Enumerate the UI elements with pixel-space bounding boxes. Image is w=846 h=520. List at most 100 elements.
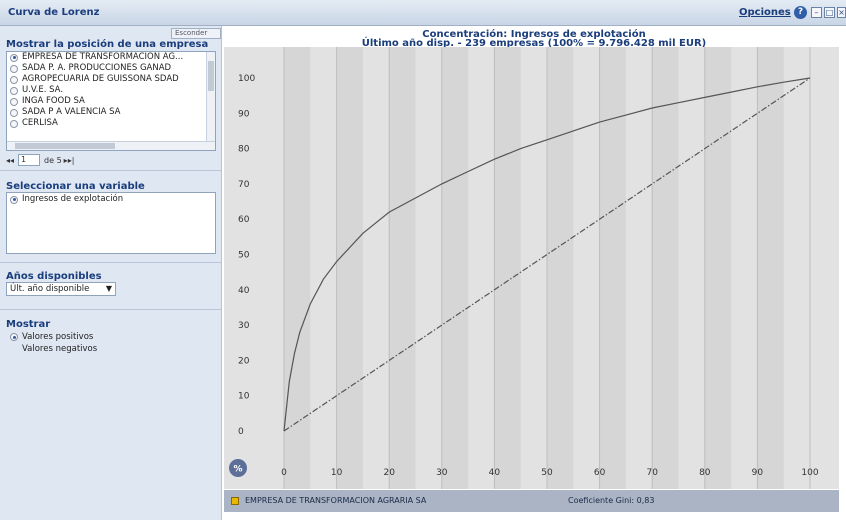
year-select-value: Últ. año disponible xyxy=(10,284,90,294)
radio-button[interactable] xyxy=(10,119,18,128)
variable-section-title: Seleccionar una variable xyxy=(6,181,145,192)
show-option-label: Valores negativos xyxy=(22,344,98,354)
x-tick-label: 50 xyxy=(541,468,553,478)
radio-button[interactable] xyxy=(10,86,18,95)
x-tick-label: 10 xyxy=(331,468,343,478)
x-tick-label: 40 xyxy=(489,468,501,478)
show-option-label: Valores positivos xyxy=(22,332,94,342)
grid-band xyxy=(757,47,784,489)
help-icon[interactable]: ? xyxy=(794,6,807,19)
radio-button[interactable] xyxy=(10,333,18,341)
show-option[interactable]: Valores positivos xyxy=(10,332,93,342)
percent-toggle-button xyxy=(229,459,247,477)
x-tick-label: 60 xyxy=(594,468,606,478)
side-panel: Esconder Mostrar la posición de una empr… xyxy=(0,26,222,520)
company-list-item[interactable]: EMPRESA DE TRANSFORMACION AG... xyxy=(7,52,215,63)
legend-bar: EMPRESA DE TRANSFORMACION AGRARIA SA Coe… xyxy=(224,490,839,512)
grid-band xyxy=(284,47,311,489)
divider xyxy=(0,262,221,263)
chart-title: Concentración: Ingresos de explotación xyxy=(422,29,646,40)
years-section-title: Años disponibles xyxy=(6,271,102,282)
grid-band xyxy=(652,47,679,489)
company-list-vscrollbar[interactable] xyxy=(206,52,215,150)
y-tick-label: 10 xyxy=(238,392,250,402)
grid-band xyxy=(441,47,469,489)
percent-icon: % xyxy=(233,465,242,475)
company-list-item[interactable]: CERLISA xyxy=(7,118,215,129)
chart-subtitle: Último año disp. - 239 empresas (100% = … xyxy=(361,38,707,49)
company-section-title: Mostrar la posición de una empresa xyxy=(6,39,209,50)
legend-marker xyxy=(231,497,239,505)
x-tick-label: 70 xyxy=(646,468,658,478)
x-tick-label: 90 xyxy=(752,468,764,478)
radio-button[interactable] xyxy=(10,195,18,204)
radio-button[interactable] xyxy=(10,108,18,117)
chevron-down-icon: ▼ xyxy=(105,284,112,293)
show-option[interactable]: Valores negativos xyxy=(10,344,97,354)
gini-coefficient: Coeficiente Gini: 0,83 xyxy=(568,496,655,505)
y-tick-label: 70 xyxy=(238,180,250,190)
first-page-icon[interactable]: ◂◂ xyxy=(6,155,15,165)
y-tick-label: 50 xyxy=(238,251,250,261)
variable-list[interactable]: Ingresos de explotación xyxy=(6,192,216,254)
grid-band xyxy=(704,47,732,489)
hide-panel-label: Esconder xyxy=(175,29,208,37)
x-tick-label: 20 xyxy=(383,468,395,478)
maximize-icon[interactable]: □ xyxy=(824,7,835,18)
x-tick-label: 100 xyxy=(801,468,818,478)
window-title: Curva de Lorenz xyxy=(8,7,100,18)
variable-list-item[interactable]: Ingresos de explotación xyxy=(7,194,215,205)
variable-list-item-label: Ingresos de explotación xyxy=(22,194,124,204)
company-list-hscrollbar[interactable] xyxy=(7,141,215,150)
show-section-title: Mostrar xyxy=(6,319,51,330)
company-list-item-label: U.V.E. SA. xyxy=(22,85,64,95)
page-input[interactable]: 1 xyxy=(18,154,41,166)
grid-band xyxy=(336,47,363,489)
options-link[interactable]: Opciones xyxy=(739,7,791,18)
company-list-item-label: CERLISA xyxy=(22,118,58,128)
radio-button[interactable] xyxy=(10,53,18,62)
x-tick-label: 30 xyxy=(436,468,448,478)
y-tick-label: 20 xyxy=(238,356,250,366)
grid-band xyxy=(599,47,626,489)
hide-panel-button[interactable]: Esconder xyxy=(171,28,221,39)
company-list-item-label: EMPRESA DE TRANSFORMACION AG... xyxy=(22,52,184,62)
y-tick-label: 90 xyxy=(238,109,250,119)
divider xyxy=(0,309,221,310)
company-list-item[interactable]: U.V.E. SA. xyxy=(7,85,215,96)
y-tick-label: 80 xyxy=(238,145,250,155)
next-page-icon[interactable]: ▸▸| xyxy=(63,155,75,165)
x-tick-label: 0 xyxy=(281,468,287,478)
company-list-item-label: INGA FOOD SA xyxy=(22,96,85,106)
lorenz-chart: 0 10 20 30 40 50 60 70 80 90 100 0 10 20 30 40 50 60 70 80 9… xyxy=(224,47,839,489)
y-tick-label: 60 xyxy=(238,215,250,225)
company-list-item[interactable]: AGROPECUARIA DE GUISSONA SDAD xyxy=(7,74,215,85)
company-list-item[interactable]: INGA FOOD SA xyxy=(7,96,215,107)
y-tick-label: 30 xyxy=(238,321,250,331)
close-icon[interactable]: × xyxy=(837,7,846,18)
year-select[interactable]: Últ. año disponible ▼ xyxy=(6,282,116,296)
grid-band xyxy=(389,47,416,489)
y-tick-label: 100 xyxy=(238,74,255,84)
equality-line xyxy=(283,77,811,432)
lorenz-curve xyxy=(283,77,811,432)
radio-button[interactable] xyxy=(10,75,18,84)
company-list-item[interactable]: SADA P A VALENCIA SA xyxy=(7,107,215,118)
company-list[interactable]: EMPRESA DE TRANSFORMACION AG... SADA P. A… xyxy=(6,51,216,151)
y-tick-label: 40 xyxy=(238,286,250,296)
radio-button[interactable] xyxy=(10,64,18,73)
y-tick-label: 0 xyxy=(238,427,244,437)
radio-button[interactable] xyxy=(10,97,18,106)
title-bar: Curva de Lorenz Opciones ? – □ × xyxy=(0,0,846,26)
company-list-item-label: AGROPECUARIA DE GUISSONA SDAD xyxy=(22,74,179,84)
pager: ◂◂ 1 de 5 ▸▸| xyxy=(6,154,74,166)
company-list-item[interactable]: SADA P. A. PRODUCCIONES GANAD xyxy=(7,63,215,74)
divider xyxy=(0,170,221,171)
legend-company: EMPRESA DE TRANSFORMACION AGRARIA SA xyxy=(245,496,427,505)
x-tick-label: 80 xyxy=(699,468,711,478)
minimize-icon[interactable]: – xyxy=(811,7,822,18)
grid-band xyxy=(547,47,574,489)
company-list-item-label: SADA P A VALENCIA SA xyxy=(22,107,121,117)
plot-background xyxy=(224,47,839,489)
company-list-item-label: SADA P. A. PRODUCCIONES GANAD xyxy=(22,63,172,73)
